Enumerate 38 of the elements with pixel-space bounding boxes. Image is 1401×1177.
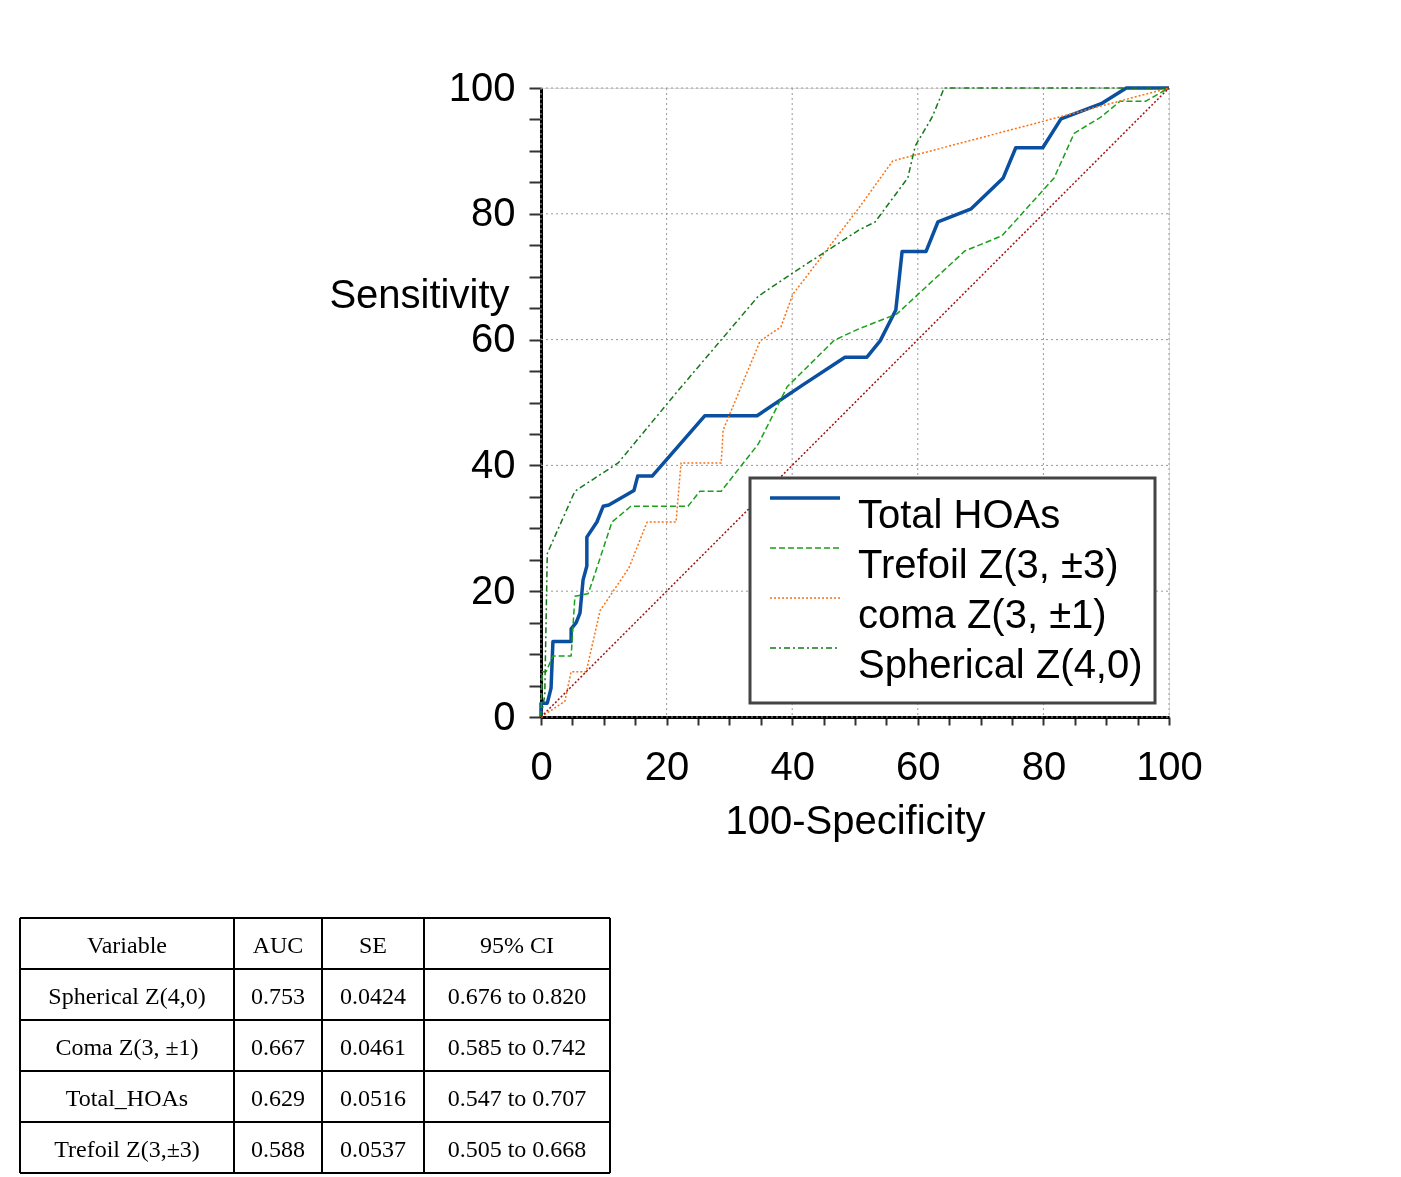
text: 0.753 (251, 982, 305, 1009)
text: 0.629 (251, 1084, 305, 1111)
text: 0.0424 (340, 982, 406, 1009)
y-axis-title: Sensitivity (329, 272, 510, 317)
text: 0.585 to 0.742 (447, 1033, 587, 1060)
y-tick-label: 100 (448, 64, 516, 109)
x-tick-label: 60 (896, 743, 941, 788)
text: 0.676 to 0.820 (447, 982, 587, 1009)
text: 0.667 (251, 1033, 305, 1060)
x-tick-label: 0 (530, 743, 553, 788)
text: Coma Z(3, ±1) (55, 1033, 199, 1060)
legend-label: Total HOAs (858, 492, 1061, 536)
y-tick-label: 0 (493, 693, 516, 738)
x-tick-label: 80 (1021, 743, 1067, 788)
text: AUC (252, 931, 304, 958)
y-tick-label: 20 (471, 567, 516, 612)
text: 0.505 to 0.668 (447, 1135, 587, 1162)
text: 0.0516 (340, 1084, 406, 1111)
x-tick-label: 40 (770, 743, 815, 788)
text: 95% CI (480, 931, 554, 958)
text: Spherical Z(4,0) (48, 982, 206, 1009)
x-tick-label: 20 (644, 743, 690, 788)
text: Variable (87, 931, 167, 958)
legend-label: coma Z(3, ±1) (858, 592, 1107, 636)
text: Trefoil Z(3,±3) (54, 1135, 200, 1162)
x-tick-label: 100 (1136, 743, 1203, 788)
text: 0.588 (251, 1135, 305, 1162)
y-tick-label: 40 (471, 441, 516, 486)
x-axis-title: 100-Specificity (725, 797, 986, 842)
y-tick-label: 80 (471, 190, 516, 235)
text: 0.547 to 0.707 (447, 1084, 587, 1111)
text: 0.0537 (340, 1135, 406, 1162)
text: 0.0461 (340, 1033, 406, 1060)
text: Total_HOAs (65, 1084, 189, 1111)
legend-label: Trefoil Z(3, ±3) (858, 542, 1119, 586)
y-tick-label: 60 (471, 316, 516, 361)
text: SE (358, 931, 388, 958)
legend-label: Spherical Z(4,0) (858, 642, 1143, 686)
